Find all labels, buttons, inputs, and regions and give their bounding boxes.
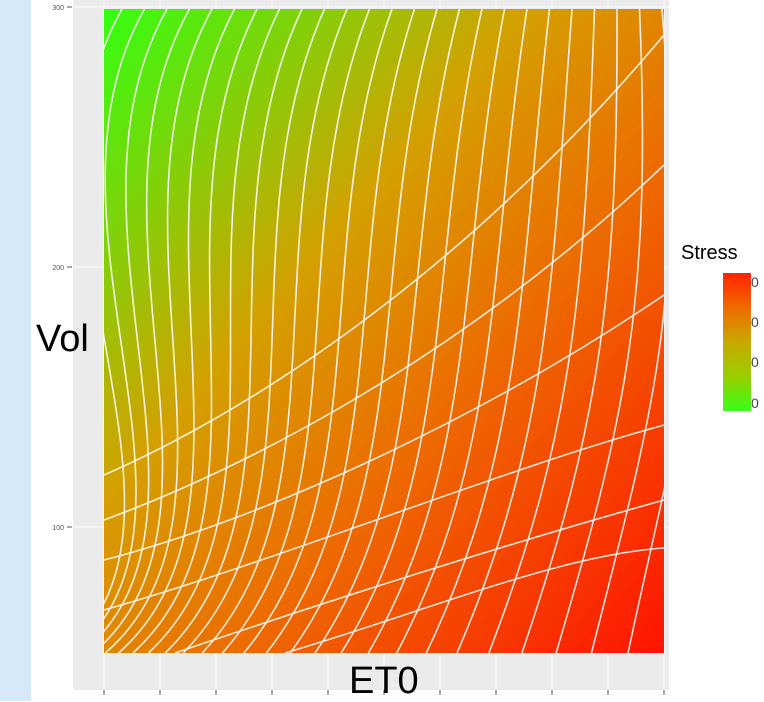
legend-tick-label: 0 — [751, 274, 759, 290]
stress-surface — [104, 9, 664, 653]
contour-line — [104, 294, 664, 561]
contour-line — [104, 9, 146, 620]
contour-line — [284, 547, 664, 653]
contour-line — [627, 487, 664, 653]
y-tick-label: 100 — [52, 525, 64, 532]
legend-title: Stress — [681, 242, 738, 264]
contour-line — [118, 9, 236, 653]
contour-line — [132, 9, 258, 653]
left-page-band — [0, 0, 31, 701]
x-axis-label: ET0 — [349, 660, 419, 702]
y-axis-label: Vol — [36, 318, 89, 360]
contour-line — [104, 9, 213, 653]
contour-line — [104, 9, 168, 633]
legend-tick-label: 0 — [751, 314, 759, 330]
y-tick-label: 300 — [52, 5, 64, 12]
contour-line — [340, 9, 483, 653]
legend-colorbar — [723, 273, 751, 411]
contour-line — [201, 9, 348, 653]
contour-line — [104, 424, 664, 611]
contour-line — [104, 164, 664, 521]
contour-lines — [104, 9, 664, 653]
contour-line — [174, 499, 664, 653]
contour-line — [314, 9, 461, 653]
legend-tick-label: 0 — [751, 354, 759, 370]
contour-line — [104, 34, 664, 476]
y-tick-label: 200 — [52, 265, 64, 272]
contour-line — [243, 9, 393, 653]
contour-line — [367, 9, 506, 653]
contour-line — [221, 9, 371, 653]
contour-line — [265, 9, 416, 653]
legend-tick-label: 0 — [751, 395, 759, 411]
contour-line — [456, 9, 573, 653]
x-axis — [103, 690, 665, 695]
y-axis: 100 200 300 — [52, 5, 72, 532]
contour-line — [182, 9, 326, 653]
contour-line — [521, 9, 618, 653]
contour-line — [104, 9, 126, 605]
contour-line — [147, 9, 281, 653]
contour-line — [289, 9, 438, 653]
contour-line — [104, 9, 191, 644]
contour-line — [164, 9, 303, 653]
contour-line — [425, 9, 551, 653]
contour-line — [555, 9, 644, 653]
